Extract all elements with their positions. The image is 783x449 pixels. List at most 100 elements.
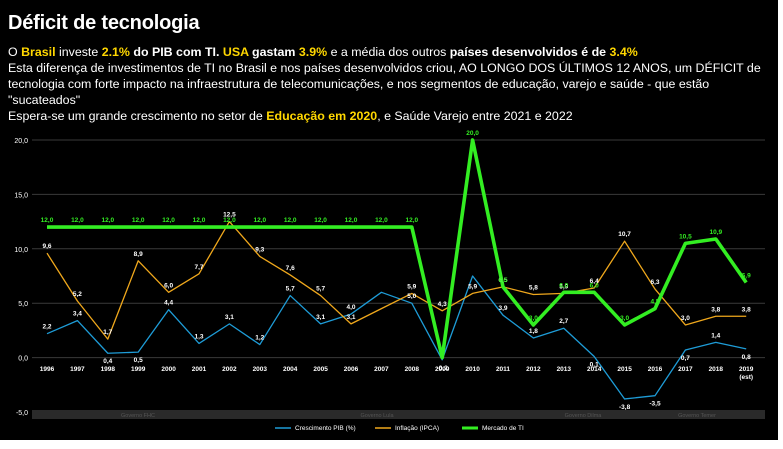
data-label: 6,5 [498, 277, 507, 284]
y-tick-label: 10,0 [14, 247, 28, 254]
x-tick-label: 2006 [344, 366, 359, 373]
text-line-1-brazil: Brasil [21, 45, 56, 59]
data-label: 0,4 [103, 358, 112, 365]
data-label: 9,3 [255, 246, 264, 253]
y-tick-label: 15,0 [14, 192, 28, 199]
x-tick-label: 2003 [253, 366, 268, 373]
text-line-3-c: , e Saúde Varejo entre 2021 e 2022 [377, 109, 573, 123]
data-label: 3,0 [681, 315, 690, 322]
text-line-1-dev-pct: 3.4% [606, 45, 638, 59]
data-label: 2,2 [42, 324, 51, 331]
x-tick-label: 1997 [70, 366, 85, 373]
y-tick-label: 0,0 [18, 356, 28, 363]
data-label: 5,7 [316, 286, 325, 293]
x-axis: 1996 1997 1998 1999 2000 2001 2002 2003 2004 2005… [40, 366, 754, 381]
text-line-1-c: investe [55, 45, 102, 59]
data-label: 8,9 [134, 251, 143, 258]
x-tick-label: 2018 [709, 366, 724, 373]
data-label: 10,9 [709, 229, 722, 236]
data-label: 12,0 [345, 217, 358, 224]
data-label: 3,0 [620, 315, 629, 322]
data-label: 12,0 [314, 217, 327, 224]
data-label: 1,8 [529, 328, 538, 335]
data-label: 20,0 [466, 130, 479, 137]
slide: Déficit de tecnologia O Brasil investe 2… [0, 0, 778, 440]
data-label: 12,0 [41, 217, 54, 224]
data-label: 12,0 [132, 217, 145, 224]
text-line-1-a: O [8, 45, 22, 59]
y-tick-label: 20,0 [14, 138, 28, 145]
x-tick-label: 2008 [405, 366, 420, 373]
data-label: 12,0 [375, 217, 388, 224]
x-tick-label: 2002 [222, 366, 237, 373]
data-label: 5,7 [286, 286, 295, 293]
data-label: 6,0 [164, 282, 173, 289]
series-line-ipca [46, 220, 747, 340]
x-tick-label: 2005 [313, 366, 328, 373]
text-line-2: Esta diferença de investimentos de TI no… [8, 61, 761, 107]
government-label: Governo FHC [121, 413, 155, 419]
data-label: 1,2 [255, 335, 264, 342]
data-label: 12,5 [223, 212, 236, 219]
data-label: 4,4 [164, 300, 173, 307]
data-label: 12,0 [223, 217, 236, 224]
data-label: 9,6 [42, 243, 51, 250]
data-label: 5,2 [73, 291, 82, 298]
data-label: 6,5 [498, 277, 507, 284]
x-tick-label: 2000 [161, 366, 176, 373]
data-label: 6,3 [650, 279, 659, 286]
data-label: 7,6 [286, 265, 295, 272]
data-label: 10,7 [618, 231, 631, 238]
series-line-ti [47, 138, 748, 360]
data-label: 5,9 [407, 283, 416, 290]
legend: Crescimento PIB (%) Inflação (IPCA) Mercad… [275, 425, 524, 432]
data-label: 4,5 [650, 299, 659, 306]
body-text: O Brasil investe 2.1% do PIB com TI. USA… [8, 44, 773, 124]
text-line-1-j: países desenvolvidos é de [449, 45, 607, 59]
data-label: 3,1 [346, 314, 355, 321]
data-label: -3,5 [649, 401, 661, 408]
page-title: Déficit de tecnologia [8, 12, 200, 34]
text-line-3-a: Espera-se um grande crescimento no setor… [8, 109, 267, 123]
data-label: 5,0 [407, 293, 416, 300]
data-label: 1,3 [194, 333, 203, 340]
data-label: 0,8 [742, 354, 751, 361]
data-label: 7,7 [194, 264, 203, 271]
data-label: 3,8 [711, 306, 720, 313]
data-label: 2,7 [559, 318, 568, 325]
government-label: Governo Temer [678, 413, 716, 419]
x-tick-label: 2013 [557, 366, 572, 373]
y-tick-label: 5,0 [18, 301, 28, 308]
y-tick-label: -5,0 [16, 410, 28, 417]
data-label: -0,2 [437, 365, 449, 372]
data-label: 0,7 [681, 355, 690, 362]
text-line-1-e: do PIB com TI. [129, 45, 220, 59]
text-line-1: O Brasil investe 2.1% do PIB com TI. USA… [8, 44, 773, 60]
government-label: Governo Dilma [565, 413, 603, 419]
legend-label: Mercado de TI [482, 425, 524, 432]
data-label: 5,9 [468, 283, 477, 290]
data-label: 6,0 [559, 282, 568, 289]
series-line-pib [46, 275, 747, 400]
data-label: 4,3 [438, 301, 447, 308]
data-label: 1,4 [711, 332, 720, 339]
x-tick-label: 2014 [587, 366, 602, 373]
data-label: 4,0 [346, 304, 355, 311]
data-label: 5,8 [529, 284, 538, 291]
data-label: 12,0 [162, 217, 175, 224]
line-chart: -5,0 0,0 5,0 10,0 15,0 20,0 Governo FHC Governo… [14, 130, 765, 432]
x-tick-label: 2001 [192, 366, 207, 373]
data-label: 12,0 [284, 217, 297, 224]
data-label: 12,0 [193, 217, 206, 224]
x-tick-label: 2007 [374, 366, 389, 373]
text-line-3-education: Educação em 2020 [266, 109, 378, 123]
data-label: -3,8 [619, 404, 631, 411]
data-label: 0,1 [590, 362, 599, 369]
data-label: 12,0 [405, 217, 418, 224]
x-tick-label: 2012 [526, 366, 541, 373]
x-tick-label: 2010 [465, 366, 480, 373]
data-labels: 2,2 3,4 0,4 0,5 4,4 1,3 3,1 1,2 5,7 3,1 4,0 5,0 -0,2… [41, 130, 751, 411]
data-label: 6,4 [590, 278, 599, 285]
x-tick-label: 2015 [617, 366, 632, 373]
data-label: 5,9 [559, 283, 568, 290]
